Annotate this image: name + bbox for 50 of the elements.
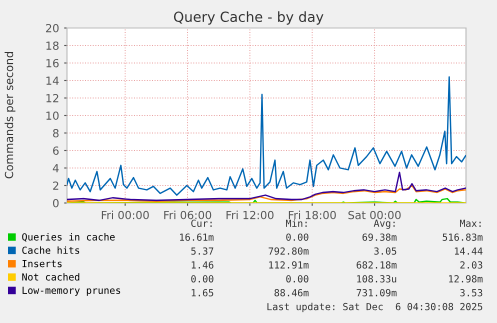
- x-tick-label: Fri 06:00: [164, 210, 212, 220]
- y-tick-label: 20: [46, 24, 59, 32]
- x-tick-label: Fri 18:00: [288, 210, 336, 220]
- legend-label: Inserts: [22, 260, 62, 268]
- legend-label: Not cached: [22, 273, 80, 281]
- y-tick-label: 0: [53, 198, 59, 208]
- text: 112.91m: [269, 261, 309, 269]
- y-tick-label: 12: [46, 94, 58, 102]
- text: Avg:: [374, 220, 395, 229]
- text: 16.61m: [180, 233, 214, 241]
- text: 69.38m: [362, 233, 397, 241]
- text: 5.37: [191, 247, 214, 255]
- legend-label: Cache hits: [22, 246, 80, 254]
- text: Max:: [460, 220, 481, 227]
- text: 0.00: [286, 275, 308, 283]
- legend-label: Low-memory prunes: [22, 286, 120, 296]
- y-tick-label: 4: [52, 164, 59, 172]
- y-tick-label: 2: [53, 181, 58, 190]
- text: 3.05: [374, 247, 396, 255]
- text: 3.53: [460, 289, 482, 296]
- text: 1.65: [192, 289, 214, 296]
- text: 0.00: [286, 233, 308, 241]
- text: Last update: Sat Dec 6 04:30:08 2025: [267, 302, 482, 312]
- text: 731.09m: [356, 289, 397, 296]
- y-tick-label: 6: [53, 146, 59, 155]
- text: 792.80m: [268, 247, 309, 255]
- text: 88.46m: [274, 289, 309, 296]
- x-tick-label: Sat 00:00: [348, 210, 401, 220]
- text: Min:: [286, 219, 307, 227]
- text: 108.33u: [357, 275, 396, 283]
- y-tick-label: 14: [46, 76, 59, 85]
- text: 682.18m: [356, 261, 397, 269]
- line-series: [67, 172, 466, 202]
- x-tick-label: Fri 00:00: [102, 210, 149, 220]
- x-tick-label: Fri 12:00: [226, 210, 274, 220]
- line-series: [67, 76, 466, 196]
- legend-label: Queries in cache: [22, 233, 115, 242]
- y-tick-label: 16: [46, 58, 59, 68]
- y-tick-label: 8: [53, 128, 59, 138]
- text: 12.98m: [449, 275, 483, 283]
- chart-title: Query Cache - by day: [174, 11, 324, 25]
- text: 14.44: [454, 248, 483, 255]
- text: 516.83m: [442, 233, 483, 241]
- y-tick-label: 18: [46, 41, 59, 50]
- text: 2.03: [460, 261, 482, 269]
- text: 0.00: [191, 275, 214, 283]
- text: 1.46: [192, 261, 214, 269]
- text: Cur:: [191, 220, 212, 227]
- y-axis-title: Commands per second: [4, 52, 16, 178]
- y-tick-label: 10: [46, 111, 59, 120]
